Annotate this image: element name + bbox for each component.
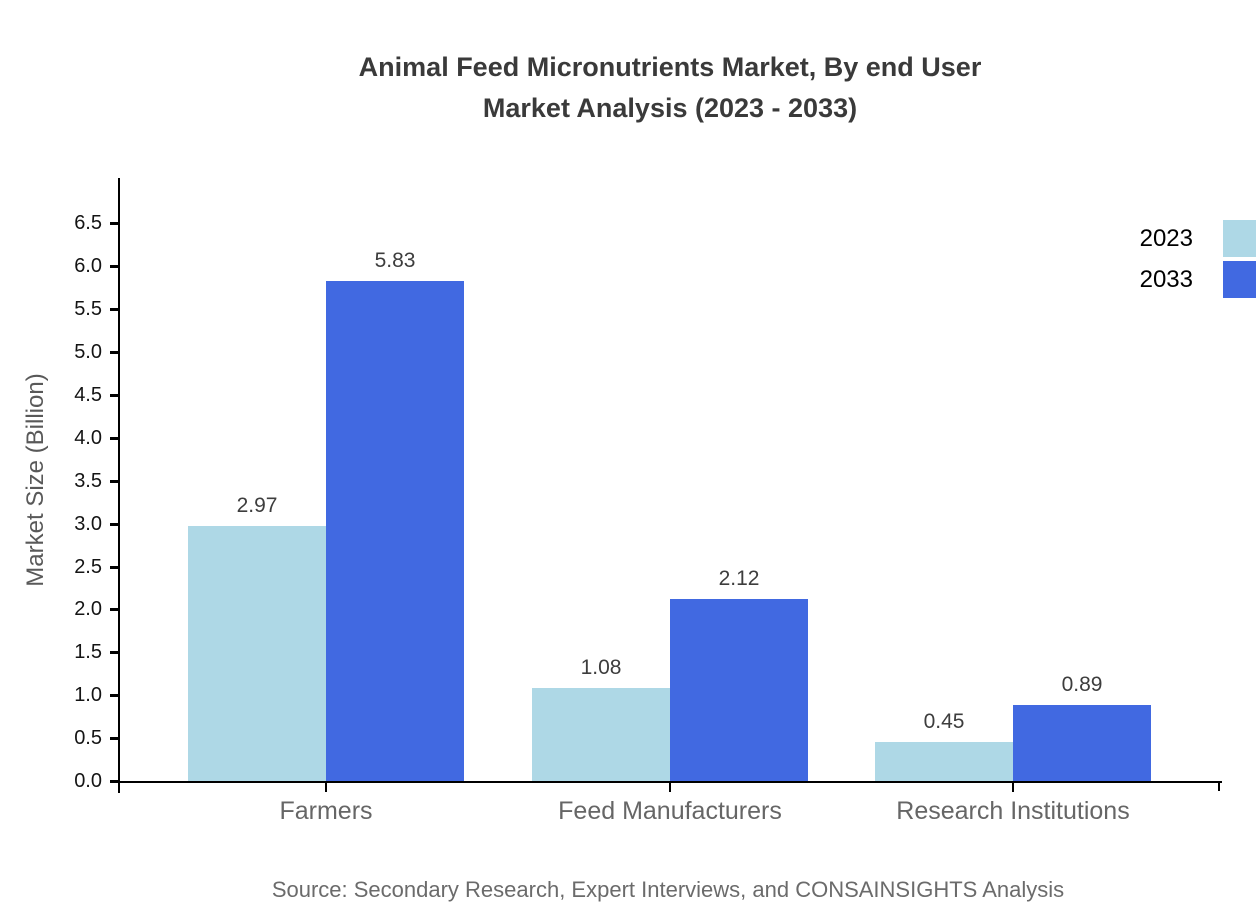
bar-2033-farmers (326, 280, 464, 781)
y-tick-mark (110, 394, 118, 397)
legend-item-2023: 2023 (1024, 220, 1256, 257)
y-tick-mark (110, 780, 118, 783)
y-tick-mark (110, 222, 118, 226)
y-tick-label: 3.0 (74, 512, 102, 535)
y-tick-mark (110, 565, 118, 569)
y-tick-label: 3.5 (74, 469, 102, 492)
x-category-label: Farmers (279, 797, 373, 825)
x-category-label: Feed Manufacturers (558, 797, 782, 825)
y-axis-line (118, 178, 120, 793)
bar-2023-feed-manufacturers (532, 688, 670, 781)
y-tick-mark (110, 694, 118, 698)
bar-value-label-2023-farmers: 2.97 (236, 494, 278, 518)
y-tick-label: 1.5 (74, 641, 102, 664)
y-tick-mark (110, 651, 118, 655)
y-tick-label: 6.0 (74, 255, 102, 278)
bar-value-label-2023-research-institutions: 0.45 (923, 710, 965, 734)
bar-2023-farmers (188, 526, 326, 781)
legend: 2023 2033 (1024, 220, 1256, 302)
x-axis-line (118, 781, 1222, 783)
y-tick-label: 2.0 (74, 598, 102, 621)
y-tick-mark (110, 436, 118, 440)
y-tick-label: 1.0 (74, 684, 102, 707)
y-tick-label: 6.5 (74, 212, 102, 235)
y-tick-mark (110, 737, 118, 741)
bar-2023-research-institutions (875, 742, 1013, 781)
chart-title: Animal Feed Micronutrients Market, By en… (120, 47, 1220, 129)
y-tick-mark (110, 608, 118, 612)
plot-area: 0.0 0.5 1.0 1.5 2.0 2.5 3.0 3.5 4.0 4.5 5.0 5.5 6.0 6… (74, 178, 1222, 825)
legend-item-2033: 2033 (1024, 261, 1256, 298)
chart-title-line1: Animal Feed Micronutrients Market, By en… (358, 52, 982, 82)
y-tick-label: 4.0 (74, 426, 102, 449)
legend-label-2033: 2033 (1139, 265, 1193, 293)
source-note: Source: Secondary Research, Expert Inter… (271, 877, 1065, 902)
bar-value-label-2033-research-institutions: 0.89 (1061, 672, 1103, 696)
chart-title-line2: Market Analysis (2023 - 2033) (482, 93, 858, 123)
x-axis-end-tick (1218, 783, 1220, 791)
legend-swatch-2023 (1223, 220, 1256, 257)
y-tick-mark (110, 308, 118, 312)
y-tick-mark (110, 479, 118, 483)
x-tick-mark (325, 783, 327, 792)
x-tick-mark (1012, 783, 1014, 792)
bar-2033-research-institutions (1013, 704, 1151, 781)
legend-label-2023: 2023 (1139, 224, 1193, 252)
x-category-label: Research Institutions (896, 797, 1130, 825)
y-tick-mark (110, 522, 118, 526)
y-tick-mark (110, 351, 118, 355)
y-tick-mark (110, 265, 118, 269)
y-tick-label: 2.5 (74, 555, 102, 578)
y-tick-label: 5.5 (74, 298, 102, 321)
bar-value-label-2023-feed-manufacturers: 1.08 (580, 656, 622, 680)
y-tick-label: 0.0 (74, 770, 102, 792)
y-tick-label: 0.5 (74, 727, 102, 750)
legend-swatch-2033 (1223, 261, 1256, 298)
x-tick-mark (669, 783, 671, 792)
y-tick-label: 4.5 (74, 384, 102, 406)
bar-2033-feed-manufacturers (670, 599, 808, 781)
bar-value-label-2033-farmers: 5.83 (374, 248, 416, 272)
bar-value-label-2033-feed-manufacturers: 2.12 (718, 567, 760, 591)
y-tick-label: 5.0 (74, 341, 102, 364)
